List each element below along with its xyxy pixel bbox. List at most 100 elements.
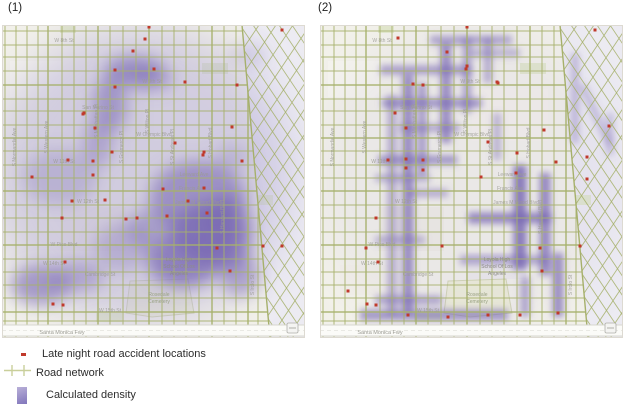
accident-dot (396, 36, 400, 40)
accident-dot (578, 244, 582, 248)
svg-text:S Manhattan Pl: S Manhattan Pl (412, 104, 418, 138)
accident-dot (465, 25, 469, 29)
accident-dot (202, 150, 206, 154)
accident-dot (365, 302, 369, 306)
accident-dot (554, 160, 558, 164)
svg-text:S Western Ave: S Western Ave (362, 120, 368, 153)
accident-dot (421, 83, 425, 87)
accident-dot (406, 313, 410, 317)
svg-text:Leeward Ave: Leeward Ave (180, 172, 209, 178)
svg-text:San Marino St: San Marino St (400, 105, 432, 111)
svg-text:S Harvard Blvd: S Harvard Blvd (220, 200, 226, 234)
svg-text:Cambridge St: Cambridge St (403, 272, 434, 278)
accident-dot (280, 28, 284, 32)
svg-text:W 14th St: W 14th St (361, 261, 384, 267)
svg-text:S Harvard Blvd: S Harvard Blvd (538, 200, 544, 234)
svg-text:W 11th St: W 11th St (53, 159, 75, 165)
svg-text:School Of Los: School Of Los (481, 264, 513, 270)
accident-marker-icon (21, 352, 26, 356)
svg-text:W 14th St: W 14th St (43, 261, 66, 267)
accident-dot (135, 216, 139, 220)
accident-dot (280, 244, 284, 248)
accident-dot (411, 82, 415, 86)
svg-text:Santa Monica Fwy: Santa Monica Fwy (39, 330, 84, 336)
accident-dot (131, 49, 135, 53)
accident-dot (538, 246, 542, 250)
accident-dot (593, 28, 597, 32)
road-network-marker-icon (3, 364, 32, 382)
svg-text:W 12th St: W 12th St (395, 199, 418, 205)
accident-dot (165, 214, 169, 218)
accident-dot (421, 168, 425, 172)
map-canvas-p2: W 8th St W 9th St San Marino St W Olympic B… (320, 25, 623, 338)
svg-text:S St Andrews Pl: S St Andrews Pl (488, 129, 494, 165)
accident-dot (61, 303, 65, 307)
svg-text:San Marino St: San Marino St (82, 105, 114, 111)
accident-dot (228, 269, 232, 273)
legend-label-density: Calculated density (46, 389, 136, 401)
svg-text:Cambridge St: Cambridge St (85, 272, 116, 278)
accident-dot (514, 171, 518, 175)
svg-text:S Western Ave: S Western Ave (44, 120, 50, 153)
accident-dot (386, 158, 390, 162)
svg-text:W 12th St: W 12th St (77, 199, 100, 205)
street-labels: W 8th St W 9th St San Marino St W Olympic B… (330, 38, 574, 314)
accident-dot (66, 158, 70, 162)
accident-dot (445, 50, 449, 54)
svg-text:Francis Ave: Francis Ave (497, 186, 523, 192)
accident-dot (486, 313, 490, 317)
accident-dots-layer (30, 25, 284, 307)
svg-text:Cemetery: Cemetery (466, 299, 488, 305)
svg-text:S Wilton Pl: S Wilton Pl (463, 109, 469, 133)
svg-text:W Olympic Blvd: W Olympic Blvd (454, 132, 490, 138)
accident-dot (202, 186, 206, 190)
svg-text:James M Wood Blvd: James M Wood Blvd (493, 200, 539, 206)
svg-text:S Hobart Blvd: S Hobart Blvd (208, 127, 214, 158)
accident-dot (486, 140, 490, 144)
accident-dot (440, 244, 444, 248)
accident-dot (147, 25, 151, 29)
street-labels: W 8th St W 9th St San Marino St W Olympic B… (12, 38, 256, 314)
accident-dot (30, 175, 34, 179)
svg-text:W Olympic Blvd: W Olympic Blvd (136, 132, 172, 138)
accident-dot (464, 67, 468, 71)
map-canvas-p1: W 8th St W 9th St San Marino St W Olympic B… (2, 25, 305, 338)
accident-dot (70, 199, 74, 203)
svg-text:Francis Ave: Francis Ave (179, 186, 205, 192)
svg-text:Loyola High: Loyola High (166, 257, 193, 263)
accident-dot (518, 313, 522, 317)
accident-dot (183, 80, 187, 84)
svg-text:W 15th St: W 15th St (99, 308, 122, 314)
svg-text:W 9th St: W 9th St (460, 79, 480, 85)
svg-text:S Gramercy Pl: S Gramercy Pl (437, 131, 443, 164)
accident-dot (607, 124, 611, 128)
legend-label-road-network: Road network (36, 367, 104, 379)
accident-dot (113, 85, 117, 89)
accident-dot (205, 211, 209, 215)
svg-text:S Wilton Pl: S Wilton Pl (145, 109, 151, 133)
legend-label-accidents: Late night road accident locations (42, 348, 206, 360)
svg-text:S Manhattan Pl: S Manhattan Pl (94, 104, 100, 138)
svg-text:Angeles: Angeles (488, 271, 507, 277)
accident-dot (103, 198, 107, 202)
basemap-attribution-icon (286, 322, 299, 334)
svg-text:Leeward Ave: Leeward Ave (498, 172, 527, 178)
svg-text:Cemetery: Cemetery (148, 299, 170, 305)
accident-dot (124, 217, 128, 221)
svg-text:School Of Los: School Of Los (163, 264, 195, 270)
accident-dot (93, 126, 97, 130)
svg-text:S Normandie Ave: S Normandie Ave (330, 127, 336, 166)
accident-dot (479, 175, 483, 179)
accident-dot (346, 289, 350, 293)
accident-dot (404, 166, 408, 170)
svg-text:W 15th St: W 15th St (417, 308, 440, 314)
map-panel-planar-kde: W 8th St W 9th St San Marino St W Olympic B… (2, 25, 305, 338)
panel-2-label: (2) (318, 2, 333, 14)
panel-1-label: (1) (8, 2, 23, 14)
accident-dot (113, 68, 117, 72)
legend-row-road-network: Road network (0, 365, 104, 381)
accident-dot (446, 315, 450, 319)
svg-text:Loyola High: Loyola High (484, 257, 511, 263)
